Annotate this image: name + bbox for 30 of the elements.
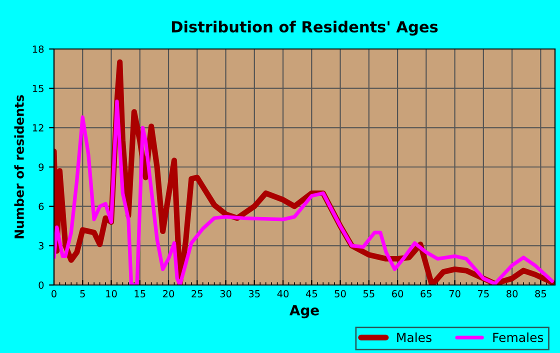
x-axis-title: Age: [290, 305, 319, 318]
y-tick-label: 18: [32, 45, 44, 53]
y-tick-label: 6: [38, 202, 44, 210]
x-tick-label: 85: [535, 290, 546, 298]
x-tick-label: 20: [163, 290, 174, 298]
x-tick-label: 0: [52, 290, 56, 298]
legend-label: Females: [493, 332, 544, 342]
x-tick-label: 70: [449, 290, 460, 298]
y-tick-label: 0: [38, 281, 44, 289]
x-tick-label: 75: [478, 290, 489, 298]
x-tick-label: 15: [134, 290, 146, 298]
y-tick-label: 15: [32, 84, 44, 92]
x-tick-label: 25: [192, 290, 202, 298]
x-tick-label: 55: [363, 290, 374, 298]
x-tick-label: 50: [334, 290, 346, 298]
legend-label: Males: [397, 332, 432, 342]
chart-title: Distribution of Residents' Ages: [172, 20, 438, 36]
x-tick-label: 60: [392, 290, 404, 298]
x-tick-label: 65: [420, 290, 432, 298]
y-tick-label: 12: [32, 124, 44, 132]
x-tick-label: 40: [277, 290, 289, 298]
y-tick-label: 3: [38, 242, 44, 250]
x-tick-label: 45: [306, 290, 317, 298]
y-axis-title: Number of residents: [14, 95, 24, 238]
x-tick-label: 35: [248, 290, 260, 298]
x-tick-label: 5: [80, 290, 85, 298]
y-tick-label: 9: [38, 163, 44, 171]
x-tick-label: 30: [220, 290, 232, 298]
x-tick-label: 10: [106, 290, 117, 298]
x-tick-label: 80: [506, 290, 518, 298]
